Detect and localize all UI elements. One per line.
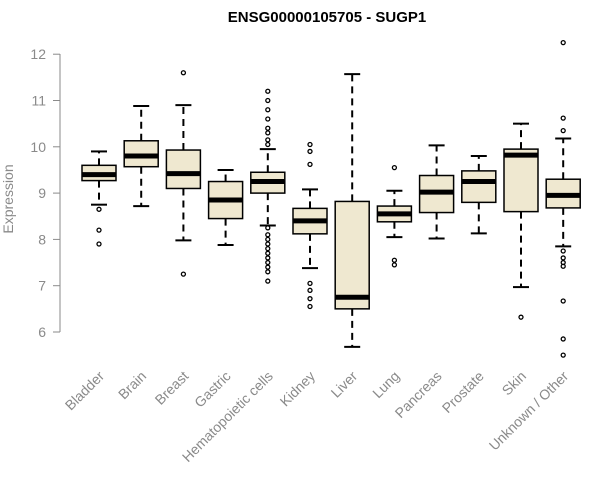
outlier-point [265,232,271,238]
outlier-point [265,264,271,270]
outlier-point [307,296,313,302]
outlier-point [560,336,566,342]
y-tick-label: 12 [30,46,46,62]
chart-title: ENSG00000105705 - SUGP1 [228,9,426,26]
box-group [123,105,159,208]
outlier-point [307,303,313,310]
outlier-point [307,141,313,148]
outlier-point [560,263,566,269]
outlier-point [265,107,271,113]
y-tick-label: 6 [38,324,46,340]
y-tick-label: 9 [38,185,46,201]
outlier-point [518,314,524,320]
y-tick-label: 7 [38,278,46,294]
outlier-point [560,255,566,261]
outlier-point [307,287,313,293]
x-category-label: Breast [152,368,192,408]
outlier-point [265,137,271,143]
outlier-point [560,248,566,254]
x-category-label: Skin [499,368,530,399]
x-category-label: Lung [369,368,402,401]
iqr-box [461,170,497,204]
outlier-point [307,161,313,168]
outlier-point [307,148,313,155]
y-axis-label: Expression [0,164,16,233]
outlier-point [265,97,271,104]
iqr-box [165,149,202,190]
y-tick-label: 8 [38,231,46,247]
box-group [292,141,328,310]
outlier-point [265,269,271,275]
outlier-point [180,271,187,277]
box-group [165,70,202,277]
box-group [207,168,244,246]
box-group [545,39,581,358]
outlier-point [265,278,271,284]
outlier-point [560,298,566,304]
box-group [334,73,370,348]
y-axis-ticks: 6 7 8 9 10 11 12 [30,46,60,340]
outlier-point [265,130,271,136]
x-category-label: Bladder [62,368,108,414]
box-series [81,39,581,358]
outlier-point [265,236,271,243]
outlier-point [265,246,271,252]
outlier-point [560,115,566,121]
x-category-label: Pancreas [392,368,445,421]
x-category-label: Brain [115,368,149,402]
box-group [461,155,497,235]
outlier-point [96,227,102,233]
outlier-point [180,70,187,76]
outlier-point [265,259,271,266]
box-group [250,88,286,284]
iqr-box [334,200,370,310]
outlier-point [265,250,271,256]
outlier-point [391,262,398,268]
outlier-point [265,125,271,131]
outlier-point [560,127,566,134]
outlier-point [391,164,398,171]
outlier-point [265,88,271,94]
outlier-point [96,206,102,212]
box-group [376,164,413,268]
outlier-point [265,225,271,231]
x-category-label: Unknown / Other [486,368,572,454]
x-category-label: Prostate [439,368,487,416]
y-tick-label: 11 [31,93,46,109]
outlier-point [307,280,313,287]
outlier-point [265,141,271,148]
outlier-point [265,255,271,261]
outlier-point [96,241,102,247]
outlier-point [391,257,398,263]
box-group [503,122,539,320]
box-group [81,150,117,247]
x-category-label: Kidney [277,368,319,410]
outlier-point [265,241,271,247]
x-category-label: Liver [328,368,361,401]
box-group [418,144,455,240]
iqr-box [503,148,539,213]
outlier-point [560,352,566,358]
y-tick-label: 10 [30,139,46,155]
outlier-point [265,116,271,122]
outlier-point [560,39,566,46]
